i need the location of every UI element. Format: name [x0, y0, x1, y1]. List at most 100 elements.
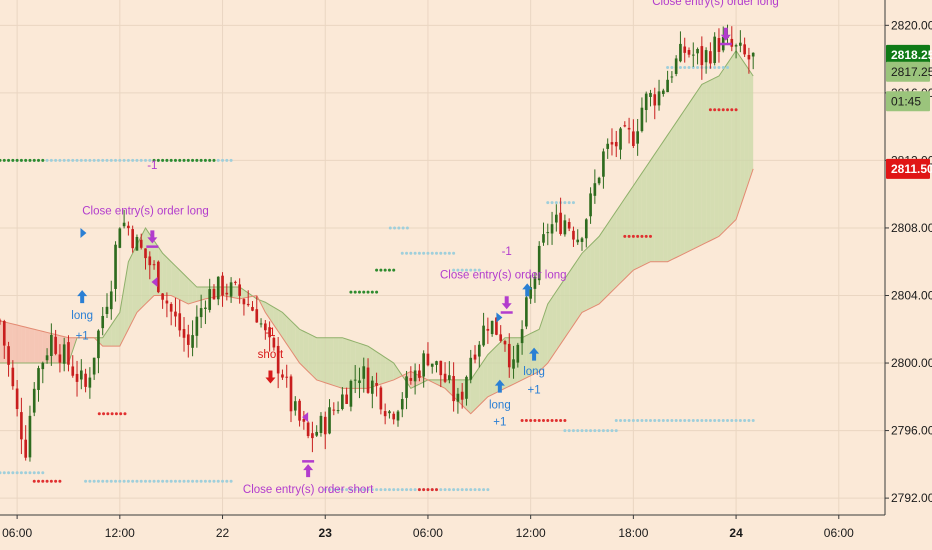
candle-body[interactable]: [580, 238, 584, 242]
candle-body[interactable]: [114, 244, 117, 289]
candle-body[interactable]: [396, 411, 400, 421]
candle-body[interactable]: [383, 411, 387, 417]
candle-body[interactable]: [465, 376, 468, 399]
candle-body[interactable]: [555, 214, 558, 223]
candle-body[interactable]: [152, 264, 156, 266]
candle-body[interactable]: [161, 293, 164, 300]
candle-body[interactable]: [439, 360, 443, 376]
candle-body[interactable]: [229, 282, 233, 297]
candle-body[interactable]: [512, 359, 515, 369]
candle-body[interactable]: [298, 400, 301, 421]
candle-body[interactable]: [204, 307, 207, 309]
candle-body[interactable]: [469, 357, 473, 380]
candle-body[interactable]: [349, 380, 353, 407]
candle-body[interactable]: [644, 93, 648, 111]
candle-body[interactable]: [542, 234, 545, 243]
candle-body[interactable]: [264, 323, 267, 331]
candle-body[interactable]: [212, 288, 216, 300]
candle-body[interactable]: [208, 289, 212, 310]
candle-body[interactable]: [679, 43, 682, 62]
candle-body[interactable]: [54, 336, 57, 354]
candle-body[interactable]: [520, 329, 524, 344]
candle-body[interactable]: [255, 309, 259, 323]
candle-body[interactable]: [238, 284, 241, 296]
candle-body[interactable]: [246, 303, 250, 306]
candle-body[interactable]: [281, 374, 284, 378]
candle-body[interactable]: [606, 143, 610, 149]
candle-body[interactable]: [332, 409, 336, 411]
candle-body[interactable]: [157, 261, 160, 293]
candle-body[interactable]: [486, 328, 490, 331]
candle-body[interactable]: [503, 341, 507, 345]
candle-body[interactable]: [276, 345, 280, 374]
candle-body[interactable]: [178, 313, 182, 331]
candle-body[interactable]: [28, 415, 32, 458]
candle-body[interactable]: [58, 354, 62, 363]
candle-body[interactable]: [593, 183, 597, 196]
candle-body[interactable]: [632, 131, 635, 146]
candle-body[interactable]: [456, 393, 460, 402]
candle-body[interactable]: [139, 239, 143, 248]
candle-body[interactable]: [490, 320, 494, 335]
candle-body[interactable]: [700, 46, 704, 66]
candle-body[interactable]: [15, 388, 19, 410]
candle-body[interactable]: [495, 317, 498, 335]
candle-body[interactable]: [195, 316, 199, 336]
candle-body[interactable]: [636, 131, 639, 144]
candle-body[interactable]: [610, 142, 614, 145]
candle-body[interactable]: [477, 344, 481, 357]
candle-body[interactable]: [653, 94, 657, 106]
candle-body[interactable]: [50, 334, 53, 356]
candle-body[interactable]: [225, 292, 229, 295]
candle-body[interactable]: [289, 376, 293, 412]
candle-body[interactable]: [713, 36, 717, 64]
candle-body[interactable]: [649, 92, 652, 97]
candle-body[interactable]: [734, 45, 738, 47]
candle-body[interactable]: [169, 303, 173, 312]
candle-body[interactable]: [430, 363, 434, 367]
candle-body[interactable]: [75, 373, 79, 382]
candle-body[interactable]: [131, 229, 134, 249]
candle-body[interactable]: [426, 353, 430, 366]
candle-body[interactable]: [533, 276, 537, 289]
candle-body[interactable]: [32, 388, 36, 413]
candle-body[interactable]: [409, 378, 413, 381]
candle-body[interactable]: [550, 224, 554, 234]
candle-body[interactable]: [97, 330, 100, 359]
candle-body[interactable]: [405, 376, 408, 398]
candle-body[interactable]: [602, 151, 605, 177]
candle-body[interactable]: [366, 367, 370, 393]
candle-body[interactable]: [482, 325, 485, 346]
candle-body[interactable]: [422, 353, 425, 377]
candle-body[interactable]: [627, 127, 631, 130]
candle-body[interactable]: [546, 232, 550, 234]
candle-body[interactable]: [323, 416, 327, 435]
candle-body[interactable]: [666, 79, 669, 93]
candle-body[interactable]: [614, 141, 618, 147]
candle-body[interactable]: [105, 306, 109, 314]
candle-body[interactable]: [148, 256, 152, 266]
candle-body[interactable]: [186, 334, 190, 345]
candle-body[interactable]: [251, 306, 254, 311]
candle-body[interactable]: [293, 401, 297, 411]
candle-body[interactable]: [216, 276, 220, 300]
candle-body[interactable]: [341, 394, 344, 409]
candle-body[interactable]: [683, 46, 687, 53]
candle-body[interactable]: [37, 368, 40, 390]
candle-body[interactable]: [336, 410, 340, 412]
candle-body[interactable]: [452, 376, 455, 402]
candle-body[interactable]: [563, 220, 567, 235]
candle-body[interactable]: [589, 193, 592, 217]
candle-body[interactable]: [709, 51, 712, 64]
candle-body[interactable]: [7, 346, 10, 365]
candle-body[interactable]: [101, 315, 105, 329]
candle-body[interactable]: [413, 370, 417, 382]
candle-body[interactable]: [135, 236, 139, 251]
candle-body[interactable]: [739, 42, 742, 46]
candle-body[interactable]: [358, 380, 361, 383]
candle-body[interactable]: [379, 387, 383, 410]
candle-body[interactable]: [597, 177, 601, 184]
candle-body[interactable]: [345, 394, 348, 404]
candle-body[interactable]: [717, 38, 721, 52]
candle-body[interactable]: [67, 342, 70, 365]
